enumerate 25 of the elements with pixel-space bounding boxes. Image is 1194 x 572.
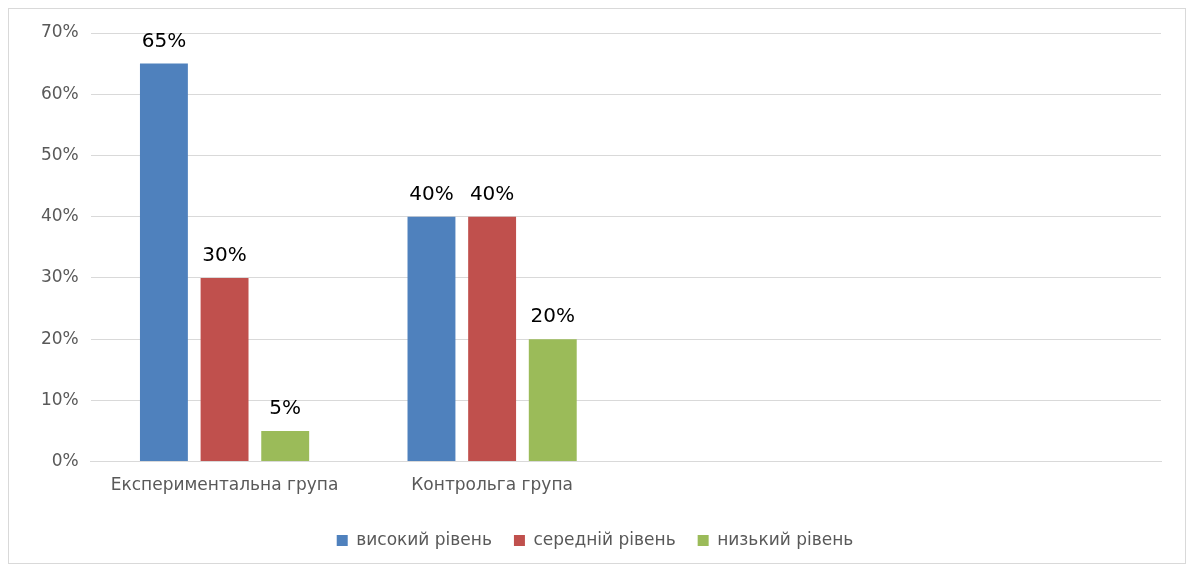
bar bbox=[468, 216, 517, 462]
y-tick-label: 20% bbox=[40, 327, 79, 348]
data-label: 5% bbox=[269, 395, 302, 420]
y-tick-label: 70% bbox=[40, 21, 79, 42]
bar bbox=[139, 63, 188, 462]
legend-label: низький рівень bbox=[717, 528, 854, 549]
y-tick-label: 0% bbox=[51, 450, 79, 471]
data-label: 40% bbox=[469, 180, 515, 205]
bar bbox=[261, 430, 310, 462]
y-tick-label: 40% bbox=[40, 205, 79, 226]
data-label: 65% bbox=[141, 27, 187, 52]
legend-label: високий рівень bbox=[356, 528, 492, 549]
y-tick-label: 60% bbox=[40, 82, 79, 103]
y-tick-label: 50% bbox=[40, 143, 79, 164]
legend-label: середній рівень bbox=[533, 528, 676, 549]
bar bbox=[407, 216, 456, 462]
data-label: 40% bbox=[409, 180, 454, 205]
bar bbox=[200, 277, 249, 462]
x-tick-label: Експериментальна група bbox=[110, 474, 339, 495]
data-label: 30% bbox=[202, 242, 247, 267]
y-tick-label: 30% bbox=[40, 266, 79, 287]
bar bbox=[528, 339, 577, 462]
data-label: 20% bbox=[530, 303, 575, 328]
y-tick-label: 10% bbox=[40, 388, 79, 409]
x-tick-label: Контрольга група bbox=[411, 474, 573, 495]
